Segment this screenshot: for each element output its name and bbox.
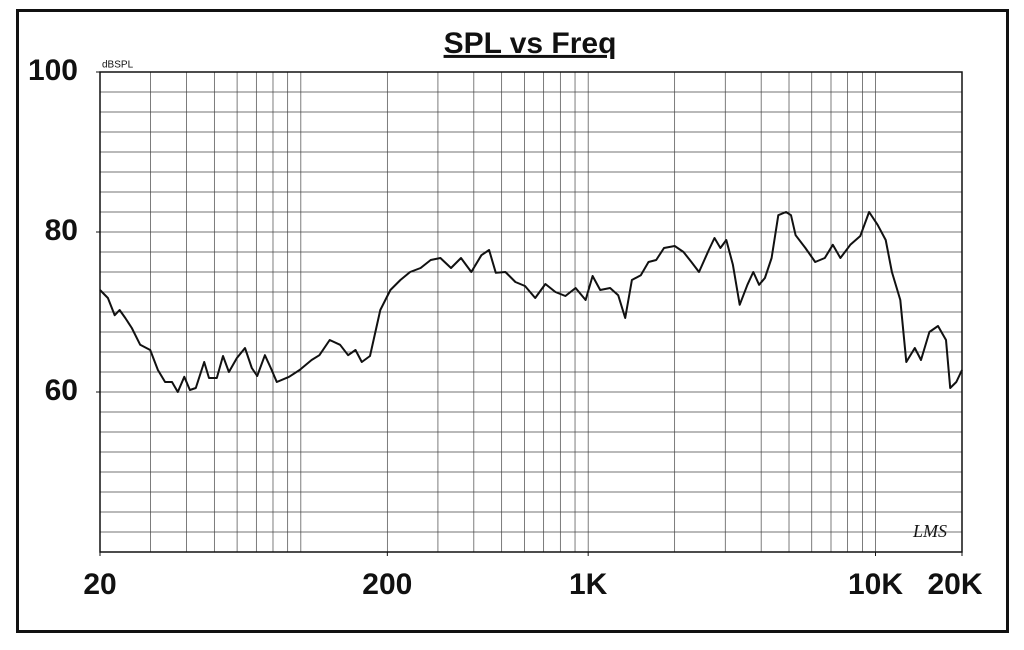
x-tick-label: 200 [362, 568, 412, 601]
x-tick-label: 20K [927, 568, 982, 601]
y-tick-label: 80 [45, 214, 78, 247]
x-tick-label: 10K [848, 568, 903, 601]
frame [16, 9, 1009, 633]
x-tick-label: 20 [83, 568, 116, 601]
y-axis-label: dBSPL [102, 60, 134, 71]
plot-border [99, 71, 963, 553]
y-tick-label: 60 [45, 374, 78, 407]
spl-line [99, 211, 963, 393]
y-tick-label: 100 [28, 54, 78, 87]
x-tick-label: 1K [569, 568, 608, 601]
annotation: LMS [912, 521, 947, 541]
chart-title: SPL vs Freq [444, 27, 617, 60]
